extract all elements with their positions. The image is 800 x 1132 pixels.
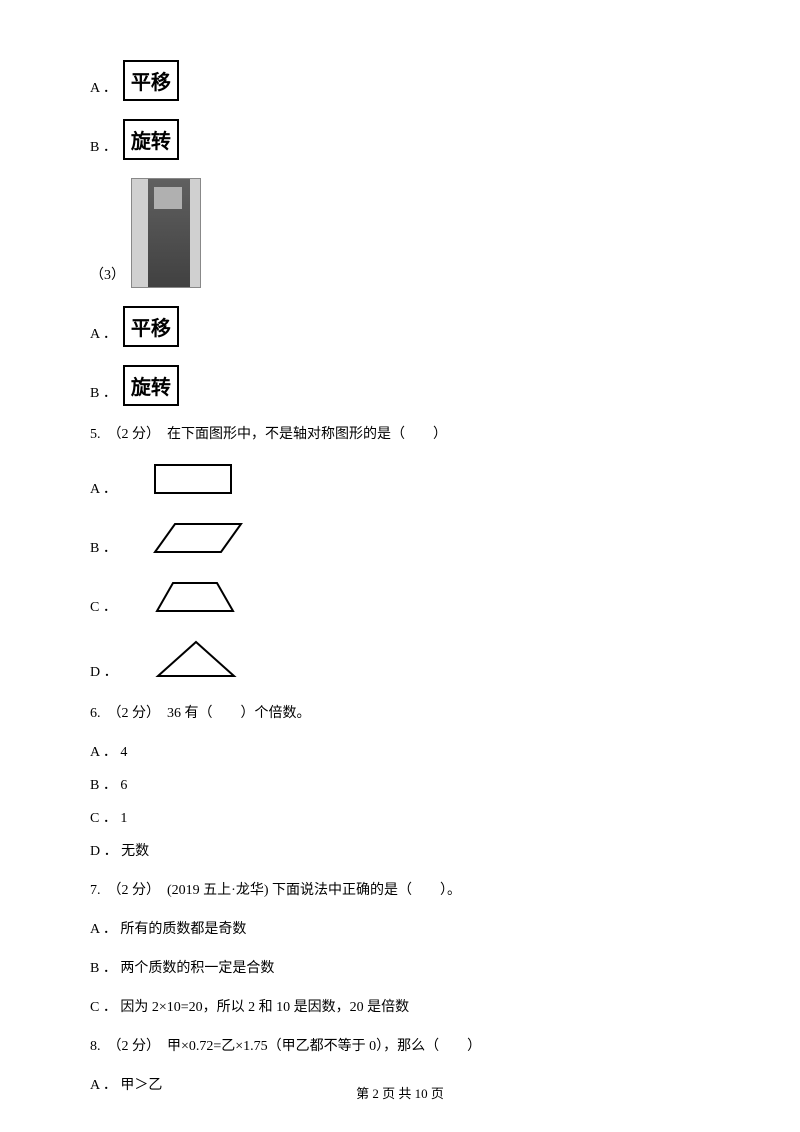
pingyi-box-icon: 平移 <box>123 306 179 347</box>
q5-option-b: B ． <box>90 520 710 561</box>
sub-label: （3） <box>90 264 125 288</box>
option-label: A ． <box>90 323 117 347</box>
trapezoid-shape-icon <box>153 579 237 620</box>
q5-option-d: D ． <box>90 638 710 685</box>
q4-option-a-1: A ． 平移 <box>90 60 710 101</box>
option-label: B ． <box>90 537 117 561</box>
elevator-image-icon <box>131 178 201 288</box>
page-footer: 第 2 页 共 10 页 <box>0 1083 800 1102</box>
q7-stem: 7. （2 分） (2019 五上·龙华) 下面说法中正确的是（ ）。 <box>90 880 710 901</box>
q6-option-b: B ． 6 <box>90 775 710 796</box>
q8-stem: 8. （2 分） 甲×0.72=乙×1.75（甲乙都不等于 0），那么（ ） <box>90 1036 710 1057</box>
q5-option-a: A ． <box>90 463 710 502</box>
triangle-shape-icon <box>154 638 238 685</box>
q4-sub3: （3） <box>90 178 710 288</box>
q7-option-a: A ． 所有的质数都是奇数 <box>90 919 710 940</box>
q5-stem: 5. （2 分） 在下面图形中，不是轴对称图形的是（ ） <box>90 424 710 445</box>
q6-option-d: D ． 无数 <box>90 841 710 862</box>
q4-option-b-1: B ． 旋转 <box>90 119 710 160</box>
rectangle-shape-icon <box>153 463 233 502</box>
option-label: D ． <box>90 661 118 685</box>
parallelogram-shape-icon <box>153 520 245 561</box>
q7-option-b: B ． 两个质数的积一定是合数 <box>90 958 710 979</box>
q6-option-c: C ． 1 <box>90 808 710 829</box>
q6-stem: 6. （2 分） 36 有（ ）个倍数。 <box>90 703 710 724</box>
q5-option-c: C ． <box>90 579 710 620</box>
xuanzhuan-box-icon: 旋转 <box>123 119 179 160</box>
option-label: B ． <box>90 382 117 406</box>
q4-option-b-2: B ． 旋转 <box>90 365 710 406</box>
option-label: C ． <box>90 596 117 620</box>
option-label: A ． <box>90 77 117 101</box>
q7-option-c: C ． 因为 2×10=20，所以 2 和 10 是因数，20 是倍数 <box>90 997 710 1018</box>
xuanzhuan-box-icon: 旋转 <box>123 365 179 406</box>
q4-option-a-2: A ． 平移 <box>90 306 710 347</box>
option-label: A ． <box>90 478 117 502</box>
pingyi-box-icon: 平移 <box>123 60 179 101</box>
option-label: B ． <box>90 136 117 160</box>
q6-option-a: A ． 4 <box>90 742 710 763</box>
